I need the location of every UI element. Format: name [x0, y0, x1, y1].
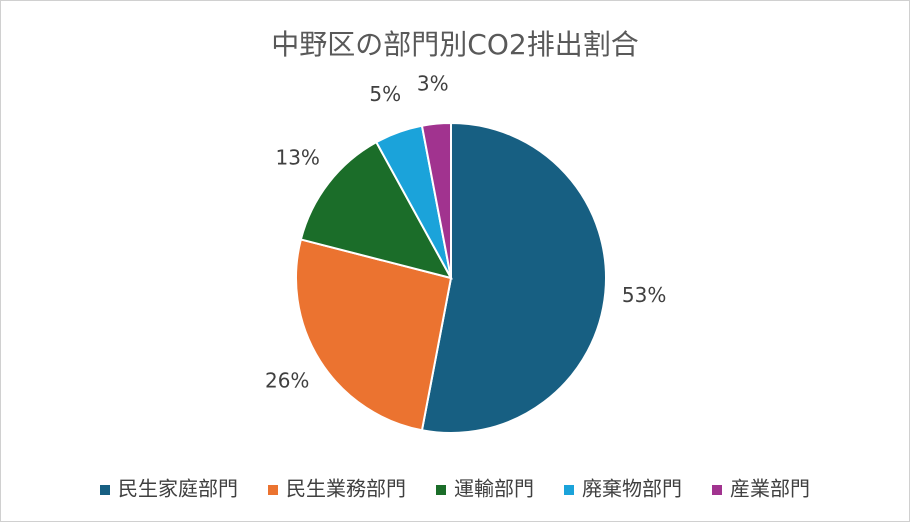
legend-label: 廃棄物部門 — [582, 477, 682, 501]
pie-slice — [420, 121, 607, 434]
legend-swatch — [268, 485, 278, 495]
pie-slice — [295, 238, 453, 432]
pie-slice — [420, 121, 452, 279]
data-label: 3% — [417, 71, 449, 95]
legend-swatch — [564, 485, 574, 495]
legend-swatch — [436, 485, 446, 495]
legend-label: 産業部門 — [730, 477, 810, 501]
legend-label: 運輸部門 — [454, 477, 534, 501]
chart-title: 中野区の部門別CO2排出割合 — [271, 28, 638, 61]
legend-swatch — [712, 485, 722, 495]
data-label: 13% — [275, 146, 319, 170]
legend-swatch — [100, 485, 110, 495]
legend-label: 民生家庭部門 — [118, 477, 238, 501]
data-label: 26% — [265, 368, 309, 392]
data-label: 53% — [622, 283, 666, 307]
data-label: 5% — [369, 82, 401, 106]
pie-slice — [299, 140, 453, 280]
legend-label: 民生業務部門 — [286, 477, 406, 501]
